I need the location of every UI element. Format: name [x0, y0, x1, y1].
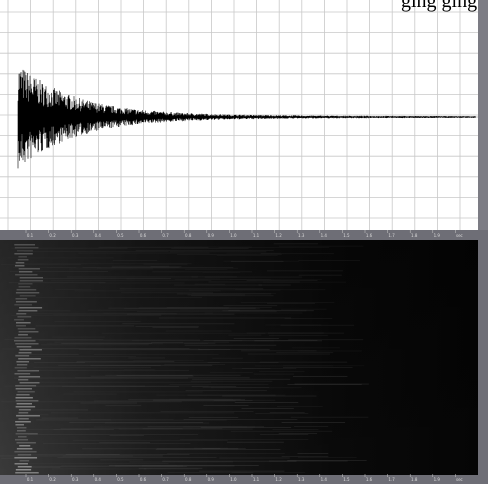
tick-label: sec: [456, 477, 463, 482]
caption-fragment: ging ging: [401, 0, 477, 12]
tick-label: 1.5: [343, 233, 350, 238]
tick-label: 0.1: [27, 477, 34, 482]
tick-label: 0.7: [162, 477, 169, 482]
tick-label: 0.4: [95, 233, 102, 238]
tick-label: 1.5: [343, 477, 350, 482]
tick-label: 0.6: [140, 233, 147, 238]
amplitude-ruler: [478, 0, 488, 232]
tick-label: 0.8: [185, 233, 192, 238]
tick-label: 0.6: [140, 477, 147, 482]
tick-label: 1.6: [366, 233, 373, 238]
tick-label: 0.5: [117, 233, 124, 238]
tick-label: 0.3: [72, 233, 79, 238]
tick-label: 0.4: [95, 477, 102, 482]
tick-label: 0.2: [49, 477, 56, 482]
tick-label: 1.6: [366, 477, 373, 482]
tick-label: 0.2: [49, 233, 56, 238]
tick-label: 1.3: [298, 233, 305, 238]
tick-label: 0.5: [117, 477, 124, 482]
tick-label: 1.7: [388, 233, 395, 238]
page: ging ging 0.1 0.2 0.3 0.4 0.5 0.6 0.7 0.8 0.9 1.0…: [0, 0, 488, 484]
tick-label: 0.9: [208, 233, 215, 238]
tick-label: 0.7: [162, 233, 169, 238]
tick-label: sec: [456, 233, 463, 238]
tick-label: 0.8: [185, 477, 192, 482]
tick-label: 1.0: [230, 233, 237, 238]
tick-label: 1.4: [321, 233, 328, 238]
frequency-ruler: [478, 240, 488, 484]
tick-label: 1.3: [298, 477, 305, 482]
tick-label: 1.8: [411, 477, 418, 482]
tick-label: 1.1: [253, 233, 260, 238]
tick-label: 1.0: [230, 477, 237, 482]
tick-label: 1.4: [321, 477, 328, 482]
tick-label: 0.9: [208, 477, 215, 482]
tick-label: 1.9: [434, 477, 441, 482]
tick-label: 1.9: [434, 233, 441, 238]
audio-editor: ging ging 0.1 0.2 0.3 0.4 0.5 0.6 0.7 0.8 0.9 1.0…: [0, 0, 488, 484]
tick-label: 1.2: [275, 477, 282, 482]
spectrogram-shade: [0, 240, 478, 475]
tick-label: 0.3: [72, 477, 79, 482]
tick-label: 1.8: [411, 233, 418, 238]
tick-label: 0.1: [27, 233, 34, 238]
tick-label: 1.7: [388, 477, 395, 482]
tick-label: 1.2: [275, 233, 282, 238]
tick-label: 1.1: [253, 477, 260, 482]
